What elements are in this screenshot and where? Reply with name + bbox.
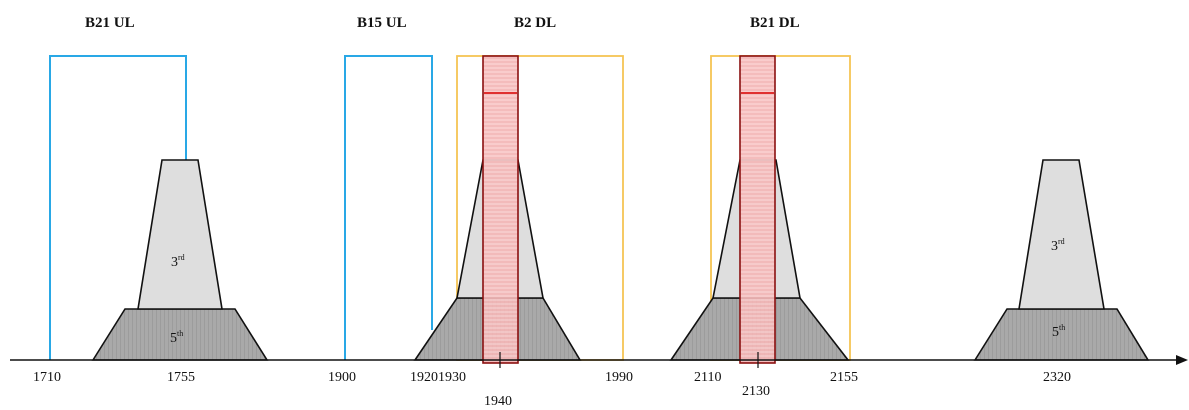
left-third-harmonic — [137, 159, 223, 310]
tick-label-1920-1930: 19201930 — [410, 370, 466, 385]
right-third-harmonic — [1018, 159, 1105, 310]
right-fifth-label: 5th — [1052, 323, 1065, 340]
label-b15-ul: B15 UL — [357, 15, 407, 31]
tick-label-2110: 2110 — [694, 370, 721, 385]
tick-label-1710: 1710 — [33, 370, 61, 385]
tick-label-2130: 2130 — [742, 384, 770, 399]
right-third-label: 3rd — [1051, 237, 1065, 254]
tick-label-1900: 1900 — [328, 370, 356, 385]
tick-label-1755: 1755 — [167, 370, 195, 385]
left-third-label: 3rd — [171, 253, 185, 270]
tick-label-2155: 2155 — [830, 370, 858, 385]
b21-carrier — [739, 55, 776, 364]
right-fifth-harmonic — [973, 308, 1150, 361]
label-b21-dl: B21 DL — [750, 15, 800, 31]
label-b2-dl: B2 DL — [514, 15, 556, 31]
b15-ul-band — [344, 55, 433, 360]
tick-label-1940: 1940 — [484, 394, 512, 409]
tick-label-1990: 1990 — [605, 370, 633, 385]
axis-arrowhead — [1176, 355, 1188, 365]
tick-label-2320: 2320 — [1043, 370, 1071, 385]
label-b21-ul: B21 UL — [85, 15, 135, 31]
b21-ul-band — [49, 55, 187, 360]
left-fifth-label: 5th — [170, 329, 183, 346]
b2-carrier — [482, 55, 519, 364]
